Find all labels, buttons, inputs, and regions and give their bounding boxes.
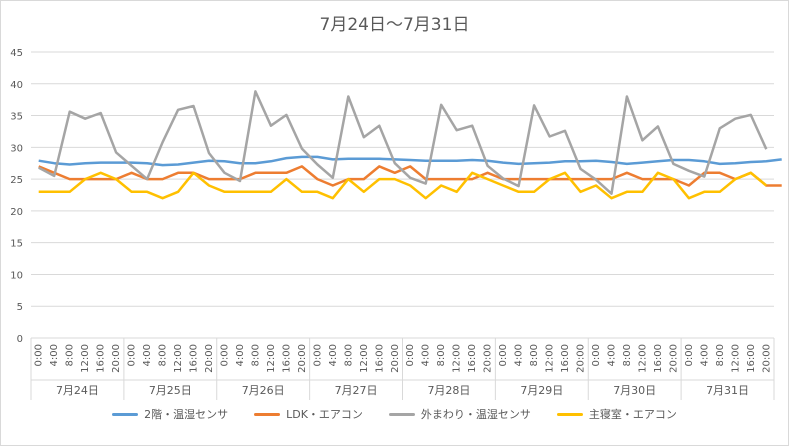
legend-item: 外まわり・温湿センサ (388, 406, 531, 422)
y-axis-ticks: 0 5 10 15 20 25 30 35 40 45 (10, 48, 23, 345)
x-tick-label: 0:00 (591, 344, 602, 366)
x-tick-label: 16:00 (746, 344, 757, 373)
x-tick-label: 20:00 (390, 344, 401, 373)
x-tick-label: 0:00 (312, 344, 323, 366)
x-tick-label: 0:00 (405, 344, 416, 366)
series-line-3 (38, 90, 768, 195)
y-tick-label: 5 (17, 302, 23, 313)
y-tick-label: 20 (10, 207, 23, 218)
x-tick-label: 12:00 (173, 344, 184, 373)
x-tick-label: 12:00 (80, 344, 91, 373)
y-tick-label: 30 (10, 143, 23, 154)
x-tick-label: 4:00 (514, 344, 525, 366)
x-tick-label: 16:00 (560, 344, 571, 373)
legend-label: 外まわり・温湿センサ (420, 408, 531, 421)
x-axis: 0:00 4:00 8:00 12:00 16:00 20:00 0:00 4:00 8:00 1… (30, 338, 775, 400)
x-day-label: 7月31日 (706, 384, 749, 397)
x-tick-label: 0:00 (219, 344, 230, 366)
x-tick-label: 20:00 (111, 344, 122, 373)
x-day-label: 7月24日 (56, 384, 99, 397)
x-tick-label: 8:00 (65, 344, 76, 366)
x-day-label: 7月26日 (242, 384, 285, 397)
y-tick-label: 0 (17, 334, 23, 345)
y-tick-label: 45 (10, 48, 23, 59)
x-tick-label: 16:00 (467, 344, 478, 373)
y-tick-label: 25 (10, 175, 23, 186)
x-tick-label: 4:00 (421, 344, 432, 366)
legend-swatch (254, 412, 281, 416)
x-tick-label: 8:00 (343, 344, 354, 366)
x-day-label: 7月28日 (427, 384, 470, 397)
x-day-label: 7月25日 (149, 384, 192, 397)
x-tick-label: 16:00 (189, 344, 200, 373)
x-tick-label: 8:00 (158, 344, 169, 366)
x-tick-label: 0:00 (684, 344, 695, 366)
x-tick-label: 20:00 (297, 344, 308, 373)
x-tick-label: 0:00 (34, 344, 45, 366)
x-day-label: 7月27日 (335, 384, 378, 397)
series-line-4 (38, 171, 768, 200)
legend-label: 主寝室・エアコン (588, 408, 677, 421)
legend-item: LDK・エアコン (254, 406, 363, 422)
x-tick-label: 16:00 (653, 344, 664, 373)
x-tick-label: 20:00 (576, 344, 587, 373)
legend-swatch (112, 412, 139, 416)
legend-swatch (556, 412, 583, 416)
x-tick-label: 4:00 (235, 344, 246, 366)
x-tick-label: 0:00 (498, 344, 509, 366)
series-lines (38, 90, 782, 200)
x-day-label: 7月29日 (520, 384, 563, 397)
x-tick-label: 8:00 (529, 344, 540, 366)
series-line-1 (38, 155, 782, 167)
legend-item: 2階・温湿センサ (112, 406, 228, 422)
legend: 2階・温湿センサ LDK・エアコン 外まわり・温湿センサ 主寝室・エアコン (0, 406, 789, 422)
x-tick-label: 20:00 (761, 344, 772, 373)
x-tick-label: 12:00 (730, 344, 741, 373)
y-tick-label: 35 (10, 112, 23, 123)
x-tick-label: 12:00 (452, 344, 463, 373)
y-tick-label: 10 (10, 270, 23, 281)
x-day-label: 7月30日 (613, 384, 656, 397)
y-tick-label: 15 (10, 239, 23, 250)
x-tick-label: 20:00 (204, 344, 215, 373)
x-tick-label: 8:00 (715, 344, 726, 366)
legend-label: LDK・エアコン (286, 408, 363, 421)
legend-item: 主寝室・エアコン (556, 406, 677, 422)
y-tick-label: 40 (10, 80, 23, 91)
gridlines (31, 51, 774, 339)
x-tick-label: 4:00 (142, 344, 153, 366)
x-tick-label: 4:00 (699, 344, 710, 366)
x-tick-label: 12:00 (359, 344, 370, 373)
legend-swatch (388, 412, 415, 416)
series-line-2 (38, 165, 782, 187)
x-tick-label: 16:00 (281, 344, 292, 373)
x-tick-label: 16:00 (374, 344, 385, 373)
x-tick-label: 16:00 (96, 344, 107, 373)
x-tick-label: 8:00 (436, 344, 447, 366)
x-tick-label: 8:00 (622, 344, 633, 366)
x-tick-label: 4:00 (49, 344, 60, 366)
chart-title: 7月24日～7月31日 (319, 15, 470, 35)
x-tick-label: 4:00 (606, 344, 617, 366)
x-tick-label: 12:00 (266, 344, 277, 373)
x-tick-label: 8:00 (250, 344, 261, 366)
x-tick-label: 0:00 (127, 344, 138, 366)
x-tick-label: 12:00 (545, 344, 556, 373)
x-tick-label: 20:00 (668, 344, 679, 373)
x-tick-label: 4:00 (328, 344, 339, 366)
legend-label: 2階・温湿センサ (144, 408, 229, 421)
x-tick-label: 12:00 (637, 344, 648, 373)
x-tick-label: 20:00 (483, 344, 494, 373)
